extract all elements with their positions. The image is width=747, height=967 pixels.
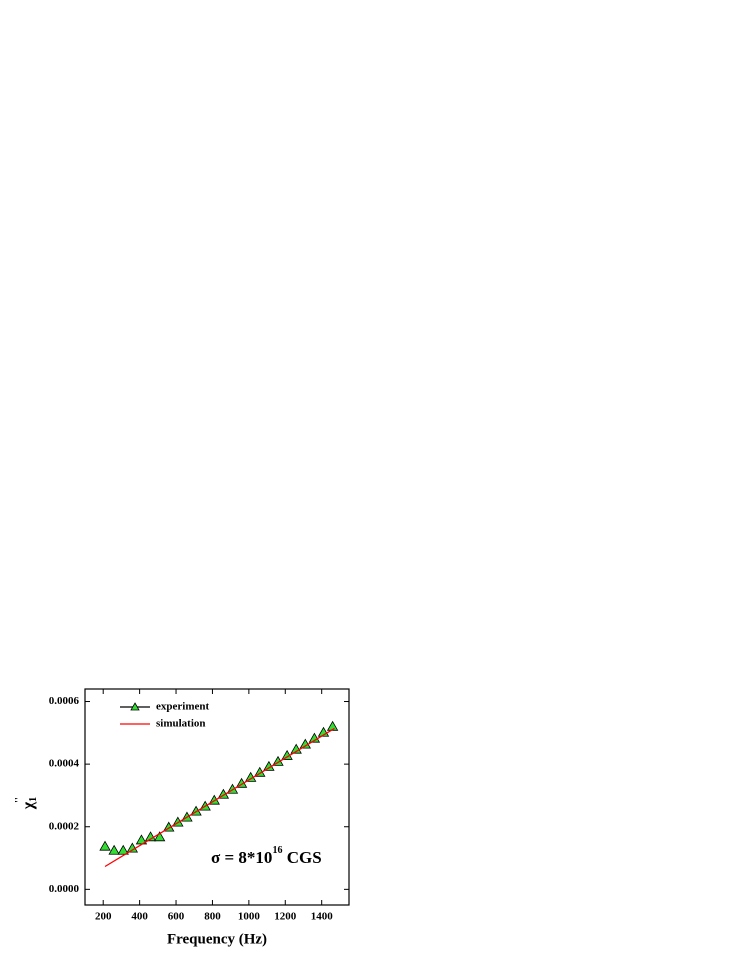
x-tick-label: 1200 <box>274 911 297 923</box>
x-tick-label: 600 <box>168 911 185 923</box>
marker <box>108 844 120 855</box>
y-label-base: χ <box>20 801 37 810</box>
marker <box>153 831 166 842</box>
x-tick-label: 200 <box>95 911 112 923</box>
annotation-sup: 16 <box>272 845 282 856</box>
x-tick-label: 1400 <box>311 911 334 923</box>
legend-label: simulation <box>156 718 206 730</box>
plot-frame <box>84 688 350 906</box>
y-label-sub: 1 <box>28 797 39 802</box>
x-axis-label: Frequency (Hz) <box>167 931 267 947</box>
y-axis-label: χ1'' <box>14 797 39 810</box>
legend-marker <box>130 702 140 711</box>
x-tick-label: 400 <box>131 911 148 923</box>
annotation: σ = 8*1016 CGS <box>211 845 322 867</box>
line <box>104 727 335 868</box>
x-tick-label: 800 <box>204 911 221 923</box>
marker <box>326 720 339 731</box>
y-tick-label: 0.0002 <box>49 820 80 832</box>
marker <box>290 743 302 754</box>
y-tick-label: 0.0004 <box>49 758 80 770</box>
x-tick-label: 1000 <box>238 911 261 923</box>
y-label-sup: '' <box>14 797 25 803</box>
marker <box>144 831 157 842</box>
marker <box>99 840 111 851</box>
legend-label: experiment <box>156 701 209 713</box>
marker <box>126 842 139 853</box>
marker <box>308 732 321 743</box>
marker <box>117 844 129 855</box>
annotation-text: σ = 8*10 <box>211 848 272 867</box>
annotation-tail: CGS <box>282 848 321 867</box>
y-tick-label: 0.0006 <box>49 695 80 707</box>
y-tick-label: 0.0000 <box>49 883 80 895</box>
